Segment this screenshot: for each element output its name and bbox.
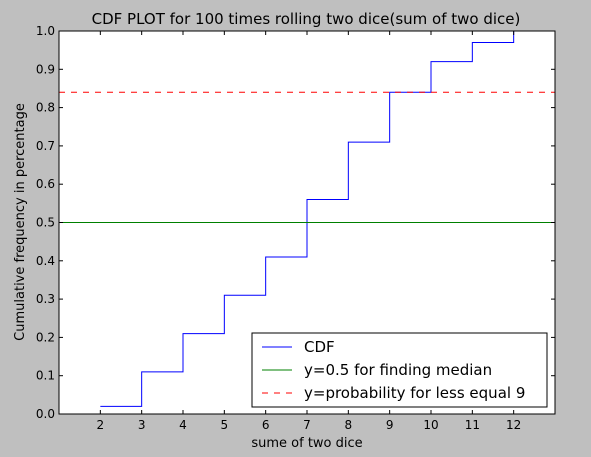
x-tick-label: 9 bbox=[386, 418, 394, 432]
y-tick-label: 0.7 bbox=[36, 139, 55, 153]
x-tick-label: 2 bbox=[97, 418, 105, 432]
y-tick-label: 0.8 bbox=[36, 101, 55, 115]
x-tick-label: 11 bbox=[465, 418, 480, 432]
y-tick-label: 0.9 bbox=[36, 62, 55, 76]
y-tick-label: 0.5 bbox=[36, 216, 55, 230]
y-tick-label: 0.3 bbox=[36, 292, 55, 306]
x-tick-label: 3 bbox=[138, 418, 146, 432]
x-tick-label: 8 bbox=[345, 418, 353, 432]
y-tick-label: 0.0 bbox=[36, 407, 55, 421]
x-tick-label: 4 bbox=[179, 418, 187, 432]
x-tick-label: 6 bbox=[262, 418, 270, 432]
legend-entry: CDF bbox=[304, 338, 335, 356]
y-axis-label: Cumulative frequency in percentage bbox=[13, 103, 28, 341]
x-axis-label: sume of two dice bbox=[251, 436, 362, 451]
x-tick-label: 7 bbox=[303, 418, 311, 432]
legend-entry: y=0.5 for finding median bbox=[304, 361, 492, 379]
legend-entry: y=probability for less equal 9 bbox=[304, 384, 525, 402]
x-tick-label: 5 bbox=[221, 418, 229, 432]
legend: CDF y=0.5 for finding median y=probability… bbox=[251, 332, 548, 408]
x-tick-label: 12 bbox=[506, 418, 521, 432]
y-tick-label: 0.4 bbox=[36, 254, 55, 268]
y-tick-label: 0.1 bbox=[36, 369, 55, 383]
y-tick-label: 0.2 bbox=[36, 330, 55, 344]
x-tick-label: 10 bbox=[423, 418, 438, 432]
y-tick-label: 0.6 bbox=[36, 177, 55, 191]
chart-title: CDF PLOT for 100 times rolling two dice(… bbox=[92, 10, 521, 28]
series-step-0 bbox=[100, 30, 555, 407]
legend-box bbox=[251, 332, 548, 408]
y-tick-label: 1.0 bbox=[36, 24, 55, 38]
